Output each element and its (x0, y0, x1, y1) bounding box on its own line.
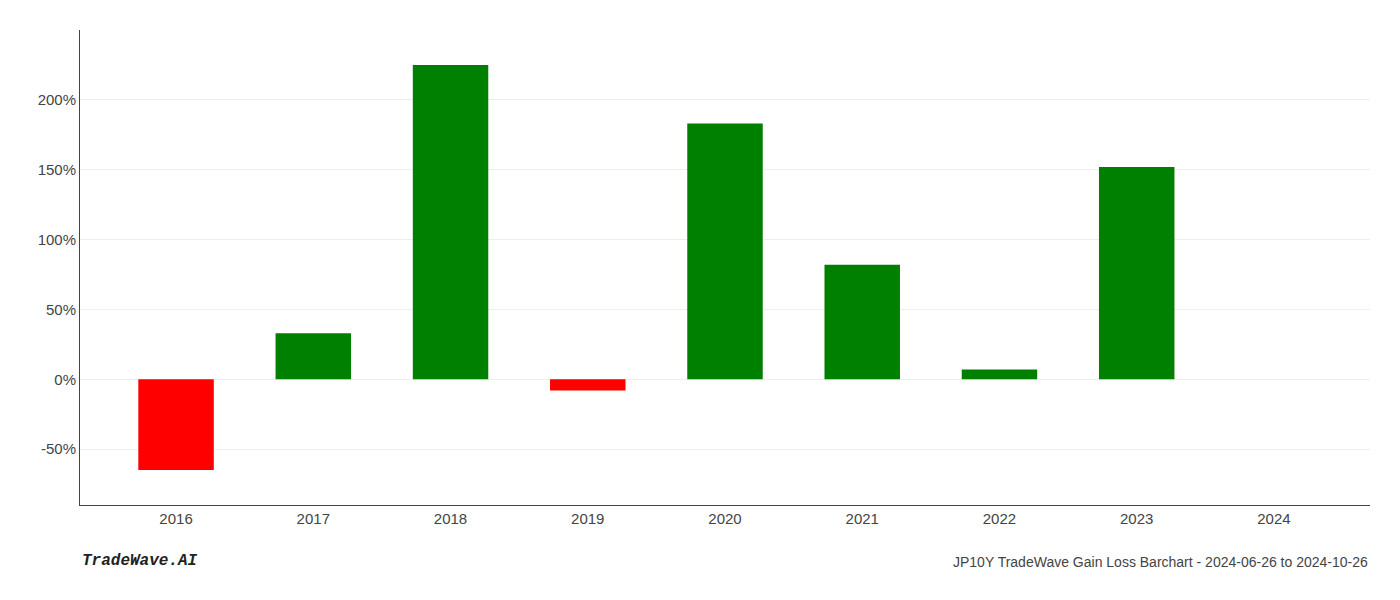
svg-text:0%: 0% (54, 371, 76, 388)
svg-text:150%: 150% (38, 161, 76, 178)
svg-text:2018: 2018 (434, 510, 467, 527)
svg-text:200%: 200% (38, 91, 76, 108)
svg-text:2023: 2023 (1120, 510, 1153, 527)
svg-text:2017: 2017 (297, 510, 330, 527)
svg-text:-50%: -50% (41, 440, 76, 457)
svg-text:2019: 2019 (571, 510, 604, 527)
svg-text:TradeWave.AI: TradeWave.AI (82, 552, 198, 570)
svg-text:100%: 100% (38, 231, 76, 248)
svg-text:2022: 2022 (983, 510, 1016, 527)
svg-text:50%: 50% (46, 301, 76, 318)
svg-text:2020: 2020 (708, 510, 741, 527)
svg-text:2021: 2021 (846, 510, 879, 527)
svg-text:JP10Y TradeWave Gain Loss Barc: JP10Y TradeWave Gain Loss Barchart - 202… (953, 554, 1368, 570)
svg-text:2016: 2016 (159, 510, 192, 527)
svg-text:2024: 2024 (1257, 510, 1290, 527)
